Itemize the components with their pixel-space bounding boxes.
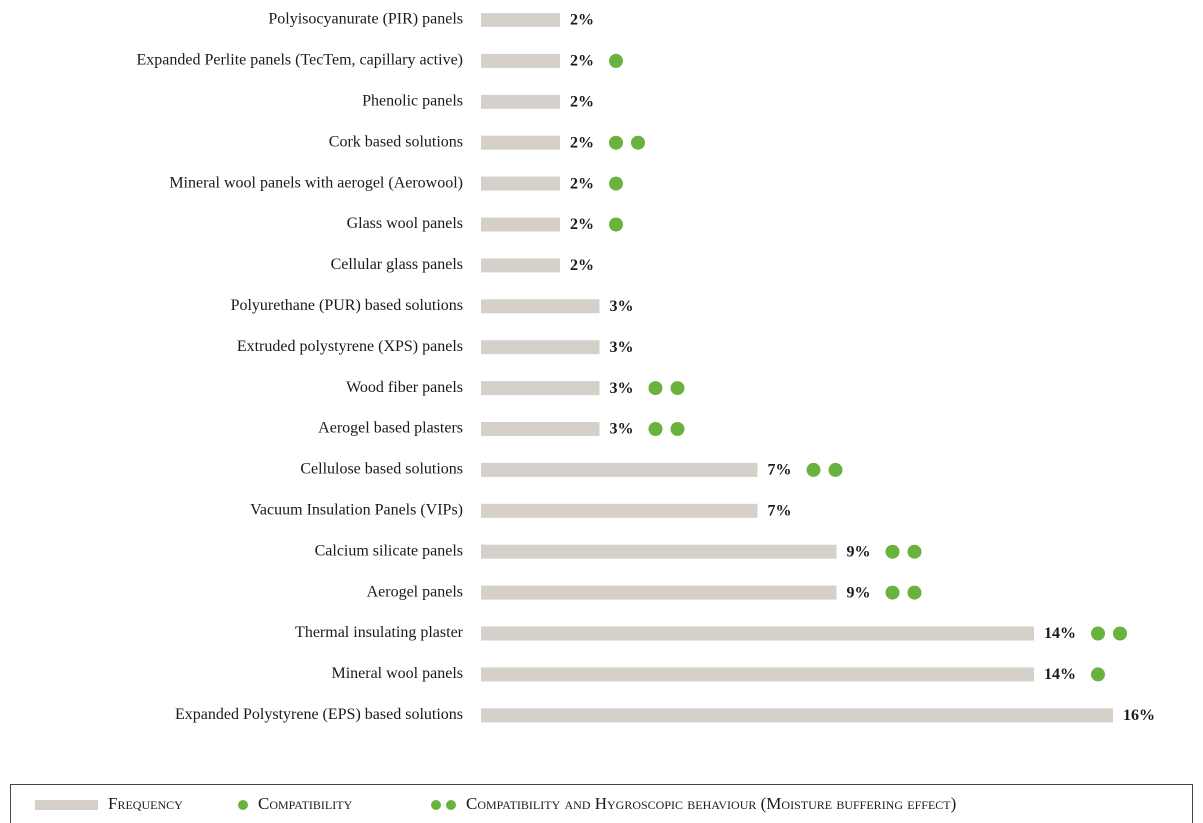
- legend-swatch: [35, 800, 98, 810]
- bar: [481, 135, 560, 150]
- compatibility-dot: [648, 422, 663, 436]
- value-label: 2%: [570, 93, 594, 110]
- value-label: 2%: [570, 216, 594, 233]
- category-label: Vacuum Insulation Panels (VIPs): [250, 501, 463, 518]
- bar: [481, 217, 560, 232]
- bar: [481, 176, 560, 191]
- compatibility-dot: [609, 135, 623, 150]
- value-label: 3%: [610, 298, 634, 315]
- compatibility-dot: [609, 176, 623, 191]
- bar: [481, 422, 600, 436]
- category-label: Cork based solutions: [329, 133, 463, 150]
- bar: [481, 544, 837, 559]
- category-label: Extruded polystyrene (XPS) panels: [237, 338, 463, 355]
- value-label: 3%: [610, 380, 634, 397]
- category-label: Aerogel panels: [367, 583, 463, 600]
- compatibility-dot: [631, 135, 645, 150]
- value-label: 2%: [570, 134, 594, 151]
- category-label: Mineral wool panels with aerogel (Aerowo…: [169, 174, 463, 191]
- value-label: 3%: [610, 339, 634, 356]
- bar: [481, 258, 560, 273]
- value-label: 14%: [1044, 625, 1076, 642]
- category-label: Aerogel based plasters: [318, 420, 463, 437]
- category-label: Expanded Polystyrene (EPS) based solutio…: [175, 706, 463, 723]
- legend-box: [10, 784, 1193, 823]
- category-label: Phenolic panels: [362, 92, 463, 109]
- compatibility-dot: [828, 462, 843, 477]
- legend-label: Compatibility: [258, 794, 353, 813]
- compatibility-dot: [648, 381, 663, 396]
- category-label: Polyurethane (PUR) based solutions: [231, 297, 463, 314]
- bar: [481, 462, 758, 477]
- bar: [481, 94, 560, 109]
- compatibility-dot: [1091, 667, 1105, 682]
- value-label: 2%: [570, 53, 594, 70]
- category-label: Polyisocyanurate (PIR) panels: [268, 11, 463, 28]
- value-label: 9%: [847, 543, 871, 560]
- bar: [481, 585, 837, 600]
- compatibility-dot: [609, 53, 623, 68]
- legend-label: Frequency: [108, 794, 183, 813]
- value-label: 7%: [768, 502, 792, 519]
- value-label: 2%: [570, 257, 594, 274]
- compatibility-dot: [609, 217, 623, 232]
- compatibility-dot: [907, 544, 922, 559]
- legend-label: Compatibility and Hygroscopic behaviour …: [466, 794, 956, 813]
- compatibility-dot: [806, 462, 821, 477]
- category-label: Mineral wool panels: [331, 665, 463, 682]
- compatibility-dot: [1091, 626, 1105, 641]
- value-label: 14%: [1044, 666, 1076, 683]
- value-label: 2%: [570, 175, 594, 192]
- bar: [481, 13, 560, 27]
- compatibility-dot: [670, 381, 685, 396]
- category-label: Expanded Perlite panels (TecTem, capilla…: [137, 52, 464, 69]
- category-label: Wood fiber panels: [346, 379, 463, 396]
- compatibility-dot: [885, 585, 900, 600]
- value-label: 16%: [1123, 707, 1155, 724]
- bar: [481, 626, 1034, 641]
- category-label: Thermal insulating plaster: [295, 624, 464, 641]
- legend-dot: [446, 800, 456, 810]
- bar: [481, 667, 1034, 682]
- category-label: Cellulose based solutions: [300, 461, 463, 478]
- legend-dot: [238, 800, 248, 810]
- category-label: Glass wool panels: [347, 215, 463, 232]
- category-label: Cellular glass panels: [331, 256, 463, 273]
- bar: [481, 503, 758, 518]
- bar: [481, 299, 600, 314]
- compatibility-dot: [885, 544, 900, 559]
- value-label: 9%: [847, 584, 871, 601]
- bar: [481, 340, 600, 355]
- value-label: 7%: [768, 462, 792, 479]
- bar: [481, 381, 600, 396]
- legend-dot: [431, 800, 441, 810]
- value-label: 3%: [610, 421, 634, 438]
- bar: [481, 53, 560, 68]
- compatibility-dot: [907, 585, 922, 600]
- bar: [481, 708, 1113, 723]
- compatibility-dot: [670, 422, 685, 436]
- value-label: 2%: [570, 12, 594, 29]
- category-label: Calcium silicate panels: [315, 542, 463, 559]
- compatibility-dot: [1113, 626, 1127, 641]
